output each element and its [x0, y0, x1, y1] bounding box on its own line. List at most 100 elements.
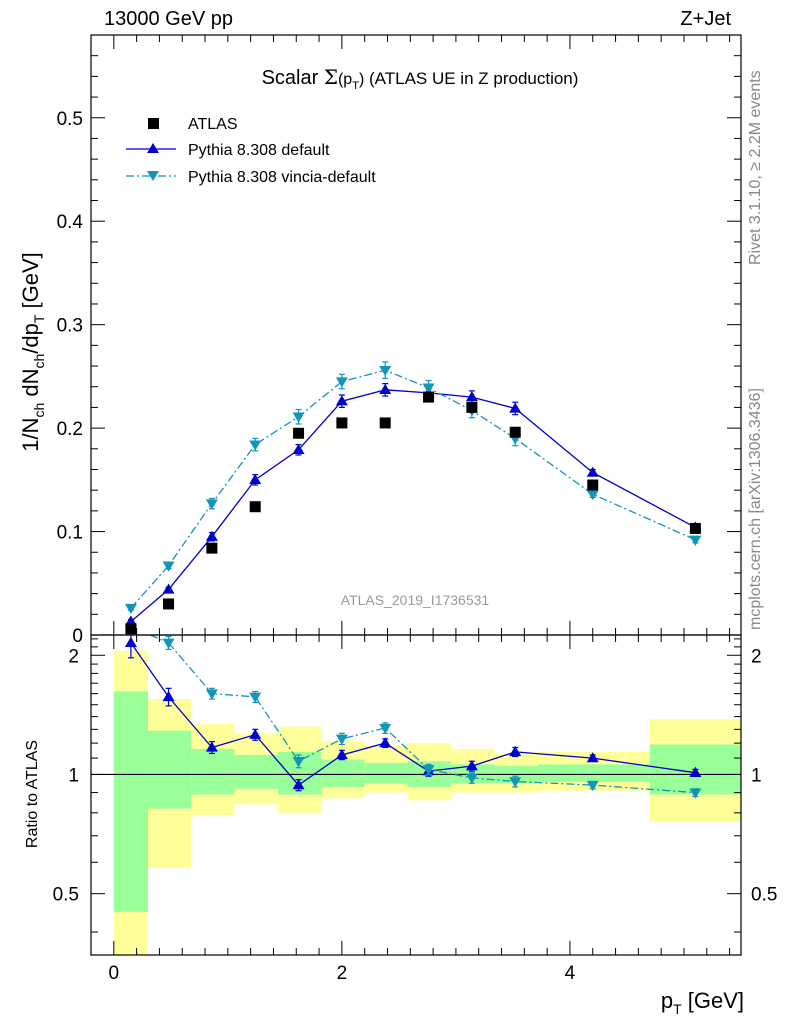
atlas-data-point: [125, 623, 137, 635]
ratio-pythia-default-point: [292, 779, 305, 790]
main-pythia-vincia-point: [586, 490, 599, 501]
atlas-data-point: [689, 522, 701, 534]
band-inner-bin: [191, 748, 235, 795]
main-pythia-vincia-point: [335, 377, 348, 388]
atlas-data-point: [293, 427, 305, 439]
ratio-pythia-default-point: [249, 728, 262, 739]
main-pythia-default-line: [130, 389, 696, 623]
x-tick-label: 4: [565, 963, 576, 984]
ratio-pythia-vincia-point: [249, 692, 262, 703]
ratio-y-axis-label: Ratio to ATLAS: [24, 740, 41, 848]
x-axis-label: pT [GeV]: [661, 988, 744, 1017]
main-pythia-default-point: [586, 466, 599, 477]
main-pythia-default-point: [335, 395, 348, 406]
ratio-pythia-vincia-point: [509, 777, 522, 788]
ratio-y-tick-label-right: 0.5: [751, 885, 777, 906]
main-pythia-default-point: [509, 402, 522, 413]
axes-layer: 00.10.20.30.40.50.5 0.51 12 20 2 4: [53, 34, 777, 984]
main-pythia-vincia-line: [130, 369, 696, 609]
ratio-pythia-default-line: [130, 642, 696, 786]
legend-marker-pythia-vincia: [147, 171, 159, 181]
legend: ATLAS Pythia 8.308 default Pythia 8.308 …: [126, 116, 376, 186]
ratio-pythia-vincia-point: [689, 788, 702, 799]
main-pythia-vincia-point: [379, 365, 392, 377]
ratio-pythia-default-point: [586, 752, 599, 763]
main-y-tick-label: 0.4: [57, 212, 84, 233]
mcplots-label: mcplots.cern.ch [arXiv:1306.3436]: [747, 388, 764, 630]
legend-label-pythia-default: Pythia 8.308 default: [188, 142, 330, 159]
main-pythia-vincia-point: [205, 499, 218, 510]
band-inner-bin: [148, 730, 192, 809]
ratio-pythia-default-point: [379, 737, 392, 748]
chart-title: Scalar Σ(pT) (ATLAS UE in Z production): [262, 65, 579, 92]
header-left-label: 13000 GeV pp: [104, 8, 233, 30]
x-tick-label: 2: [337, 963, 348, 984]
ratio-y-tick-label: 0.5: [53, 885, 79, 906]
ratio-pythia-vincia-offscale-segment: [150, 635, 169, 644]
header-right-label: Z+Jet: [680, 8, 731, 30]
ratio-pythia-vincia-point: [586, 780, 599, 792]
main-pythia-default-point: [379, 383, 392, 395]
ratio-pythia-vincia-line: [168, 642, 696, 794]
ratio-pythia-default-point: [689, 766, 702, 777]
main-pythia-default-point: [292, 443, 305, 455]
ratio-bands-layer: [91, 651, 741, 955]
legend-label-atlas: ATLAS: [188, 116, 238, 133]
atlas-data-point: [336, 417, 348, 429]
atlas-data-point: [379, 417, 391, 429]
ratio-y-tick-label-right: 1: [751, 765, 762, 786]
main-pythia-default-point: [465, 391, 478, 402]
atlas-data-point: [423, 391, 435, 403]
band-inner-bin: [364, 762, 409, 784]
ratio-pythia-default-point: [205, 741, 218, 752]
band-inner-bin: [234, 754, 279, 789]
main-y-axis-label: 1/Nch dNch/dpT [GeV]: [18, 252, 47, 452]
main-y-tick-label: 0.5: [57, 109, 83, 130]
ratio-y-tick-label: 1: [68, 765, 79, 786]
atlas-data-point: [466, 401, 478, 413]
band-inner-bin: [538, 764, 650, 782]
ratio-pythia-vincia-point: [292, 757, 305, 768]
ratio-pythia-vincia-point: [335, 734, 348, 745]
ratio-pythia-vincia-point: [205, 689, 218, 700]
atlas-data-point: [587, 479, 599, 491]
main-pythia-vincia-point: [249, 440, 262, 451]
band-inner-bin: [321, 759, 365, 787]
main-pythia-vincia-point: [689, 535, 702, 546]
main-pythia-vincia-point: [292, 412, 305, 423]
main-pythia-vincia-point: [162, 561, 175, 572]
legend-marker-atlas: [148, 118, 159, 129]
band-inner-bin: [113, 691, 149, 912]
ratio-pythia-default-point: [465, 760, 478, 771]
ratio-series-layer: [124, 635, 702, 799]
ratio-plot-frame: [90, 634, 742, 956]
main-pythia-default-point: [162, 583, 175, 594]
ratio-pythia-default-point: [335, 748, 348, 760]
atlas-data-point: [249, 501, 261, 513]
analysis-watermark: ATLAS_2019_I1736531: [341, 592, 490, 608]
ratio-pythia-vincia-point: [379, 723, 392, 735]
rivet-version-label: Rivet 3.1.10, ≥ 2.2M events: [747, 70, 764, 265]
main-y-tick-label: 0: [72, 626, 83, 647]
atlas-data-point: [163, 598, 175, 610]
main-pythia-vincia-point: [124, 603, 137, 615]
ratio-pythia-vincia-point: [465, 773, 478, 784]
ratio-pythia-vincia-point: [422, 765, 435, 776]
ratio-pythia-default-point: [162, 690, 175, 702]
legend-marker-pythia-default: [147, 143, 159, 153]
atlas-data-point: [206, 542, 218, 554]
main-series-layer: [124, 361, 702, 635]
main-y-tick-label: 0.3: [57, 316, 83, 337]
main-pythia-vincia-point: [422, 383, 435, 394]
main-y-tick-label: 0.2: [57, 419, 83, 440]
legend-label-pythia-vincia: Pythia 8.308 vincia-default: [188, 169, 376, 186]
ratio-pythia-default-point: [509, 745, 522, 757]
main-y-tick-label: 0.1: [57, 523, 83, 544]
main-pythia-default-point: [249, 473, 262, 485]
x-tick-label: 0: [109, 963, 120, 984]
ratio-y-tick-label: 2: [68, 646, 79, 667]
main-pythia-default-point: [205, 530, 218, 541]
ratio-pythia-default-point: [124, 636, 137, 648]
atlas-data-point: [509, 426, 521, 438]
